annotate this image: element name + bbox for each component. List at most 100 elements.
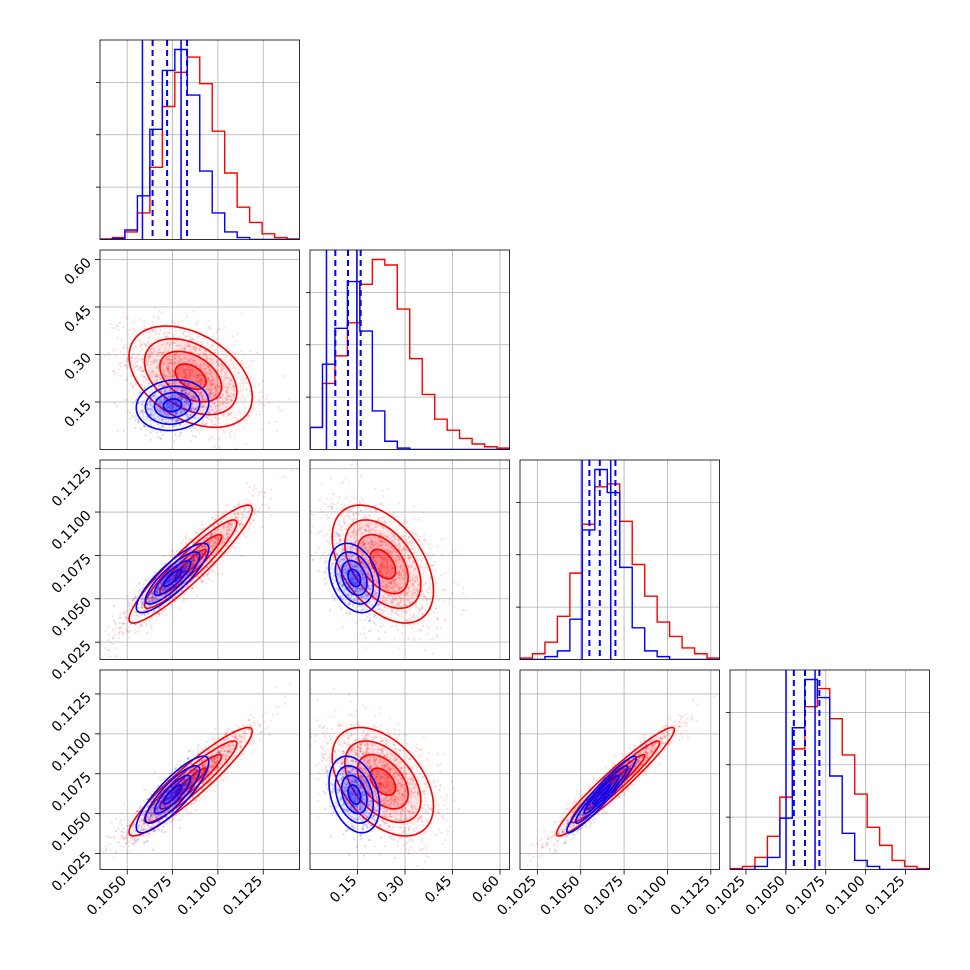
sample-point [210,536,213,539]
sample-point [211,373,214,376]
sample-point [191,368,195,371]
sample-point [217,328,220,331]
sample-point [229,382,232,386]
sample-point [192,337,195,341]
sample-point [202,408,205,412]
sample-point [216,369,219,372]
sample-point [209,395,212,398]
sample-point [211,359,214,363]
sample-point [135,356,138,359]
sample-point [146,353,149,356]
sample-point [164,343,167,346]
sample-point [136,364,139,367]
sample-point [184,358,187,361]
sample-point [176,373,180,376]
sample-point [192,339,195,342]
sample-point [207,572,210,575]
sample-point [222,400,225,404]
sample-point [184,381,187,384]
sample-point [203,363,207,366]
sample-point [211,402,214,405]
sample-point [268,401,271,405]
sample-point [217,400,220,403]
sample-point [186,400,190,403]
sample-point [142,582,145,586]
sample-point [173,381,176,384]
sample-point [199,380,203,383]
sample-point [125,622,128,625]
sample-point [237,389,240,393]
sample-point [156,355,159,358]
sample-point [233,369,236,373]
sample-point [124,315,128,319]
sample-point [140,427,143,431]
sample-point [225,503,229,506]
sample-point [225,401,228,404]
sample-point [201,419,204,422]
sample-point [176,344,179,348]
sample-point [140,391,143,394]
sample-point [262,495,265,499]
sample-point [179,368,182,371]
sample-point [208,320,211,323]
sample-point [171,549,175,552]
sample-point [213,544,216,547]
sample-point [210,367,213,371]
sample-point [249,501,252,504]
sample-point [150,381,153,384]
sample-point [156,351,160,354]
sample-point [114,348,118,352]
sample-point [235,429,238,432]
sample-point [185,377,188,380]
sample-point [261,525,264,529]
sample-point [159,384,162,387]
sample-point [194,378,198,381]
sample-point [190,429,193,433]
sample-point [156,374,160,377]
sample-point [163,351,166,355]
sample-point [121,621,125,625]
sample-point [200,394,203,397]
sample-point [148,336,151,339]
sample-point [218,363,221,366]
sample-point [249,349,252,353]
sample-point [237,368,240,371]
sample-point [215,331,219,334]
sample-point [173,321,176,325]
sample-point [125,360,128,363]
sample-point [229,395,232,398]
sample-point [216,397,219,400]
sample-point [156,610,159,614]
sample-point [156,375,159,378]
sample-point [198,391,202,394]
sample-point [220,368,223,371]
sample-point [204,345,207,348]
sample-point [187,368,190,371]
sample-point [152,362,156,365]
sample-point [201,408,204,411]
sample-point [233,433,237,436]
sample-point [144,578,147,581]
sample-point [242,531,245,534]
sample-point [173,381,176,384]
sample-point [184,375,187,379]
sample-point [187,382,191,386]
sample-point [113,633,116,637]
sample-point [210,384,214,387]
sample-point [184,536,187,539]
sample-point [216,392,219,396]
sample-point [216,369,219,372]
sample-point [167,362,170,365]
sample-point [216,385,219,388]
sample-point [232,384,235,387]
sample-point [268,507,271,510]
sample-point [114,354,117,358]
sample-point [121,633,124,636]
sample-point [222,367,225,370]
sample-point [145,631,149,634]
sample-point [210,401,213,404]
sample-point [125,610,128,613]
sample-point [135,356,138,359]
sample-point [183,368,187,372]
sample-point [237,503,240,507]
